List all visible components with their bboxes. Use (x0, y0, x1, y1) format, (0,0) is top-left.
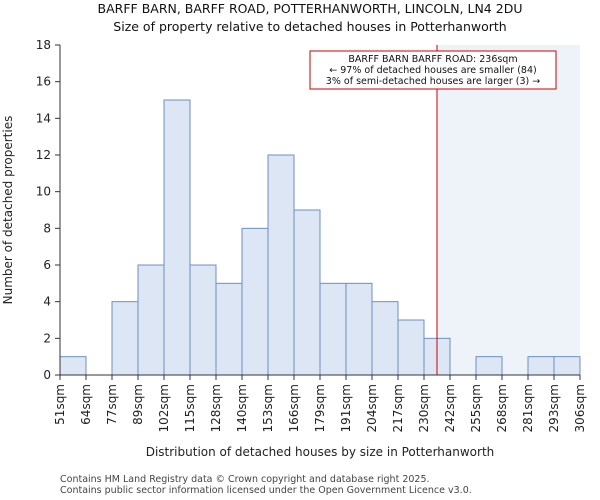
larger-region (437, 45, 580, 375)
chart-title: BARFF BARN, BARFF ROAD, POTTERHANWORTH, … (98, 1, 523, 16)
y-tick-label-4: 4 (43, 295, 51, 309)
bar-179sqm (319, 282, 347, 376)
annotation-line-3: 3% of semi-detached houses are larger (3… (326, 76, 540, 87)
bars (59, 99, 581, 376)
x-tick-label-255sqm: 255sqm (469, 384, 483, 432)
bar-166sqm (293, 209, 321, 376)
y-tick-label-6: 6 (43, 258, 51, 272)
x-tick-label-191sqm: 191sqm (339, 384, 353, 432)
bar-204sqm (371, 301, 399, 376)
x-tick-label-204sqm: 204sqm (365, 384, 379, 432)
x-tick-label-102sqm: 102sqm (157, 384, 171, 432)
x-tick-label-281sqm: 281sqm (521, 384, 535, 432)
bar-140sqm (241, 227, 269, 376)
x-tick-label-140sqm: 140sqm (235, 384, 249, 432)
bar-217sqm (397, 319, 425, 376)
y-tick-label-10: 10 (36, 185, 51, 199)
y-axis-label: Number of detached properties (1, 116, 15, 305)
annotation-line-1: BARFF BARN BARFF ROAD: 236sqm (348, 54, 517, 65)
x-tick-label-230sqm: 230sqm (417, 384, 431, 432)
bar-255sqm (475, 356, 503, 376)
y-tick-label-0: 0 (43, 368, 51, 382)
annotation-line-2: ← 97% of detached houses are smaller (84… (329, 65, 536, 76)
x-tick-label-179sqm: 179sqm (313, 384, 327, 432)
chart-subtitle: Size of property relative to detached ho… (113, 19, 506, 34)
x-tick-label-128sqm: 128sqm (209, 384, 223, 432)
y-axis-ticks: 0 2 4 6 8 10 12 14 16 18 (36, 38, 60, 382)
y-tick-label-16: 16 (36, 75, 51, 89)
x-axis-label: Distribution of detached houses by size … (146, 445, 495, 459)
bar-115sqm (189, 264, 217, 376)
x-tick-label-51sqm: 51sqm (53, 384, 67, 425)
y-tick-label-18: 18 (36, 38, 51, 52)
y-tick-label-12: 12 (36, 148, 51, 162)
bar-51sqm (59, 356, 87, 376)
footer-line-1: Contains HM Land Registry data © Crown c… (60, 474, 430, 485)
bar-293sqm (553, 356, 581, 376)
property-marker: BARFF BARN BARFF ROAD: 236sqm← 97% of de… (309, 45, 557, 375)
y-tick-label-8: 8 (43, 221, 51, 235)
bar-77sqm (111, 301, 139, 376)
x-tick-label-166sqm: 166sqm (287, 384, 301, 432)
x-tick-label-77sqm: 77sqm (105, 384, 119, 425)
y-tick-label-2: 2 (43, 331, 51, 345)
bar-281sqm (527, 356, 555, 376)
x-tick-label-89sqm: 89sqm (131, 384, 145, 425)
bar-102sqm (163, 99, 191, 376)
x-axis-ticks: 51sqm 64sqm 77sqm 89sqm 102sqm 115sqm 128sqm 14… (53, 375, 587, 432)
bar-89sqm (137, 264, 165, 376)
bar-191sqm (345, 282, 373, 376)
x-tick-label-268sqm: 268sqm (495, 384, 509, 432)
x-tick-label-306sqm: 306sqm (573, 384, 587, 432)
annotation-box (309, 50, 557, 90)
x-tick-label-242sqm: 242sqm (443, 384, 457, 432)
footer-line-2: Contains public sector information licen… (60, 485, 472, 496)
bar-153sqm (267, 154, 295, 376)
footer: Contains HM Land Registry data © Crown c… (60, 474, 472, 496)
x-tick-label-115sqm: 115sqm (183, 384, 197, 432)
y-tick-label-14: 14 (36, 111, 51, 125)
x-tick-label-153sqm: 153sqm (261, 384, 275, 432)
bar-128sqm (215, 282, 243, 376)
x-tick-label-64sqm: 64sqm (79, 384, 93, 425)
x-tick-label-293sqm: 293sqm (547, 384, 561, 432)
highlight-region (437, 45, 580, 375)
x-tick-label-217sqm: 217sqm (391, 384, 405, 432)
